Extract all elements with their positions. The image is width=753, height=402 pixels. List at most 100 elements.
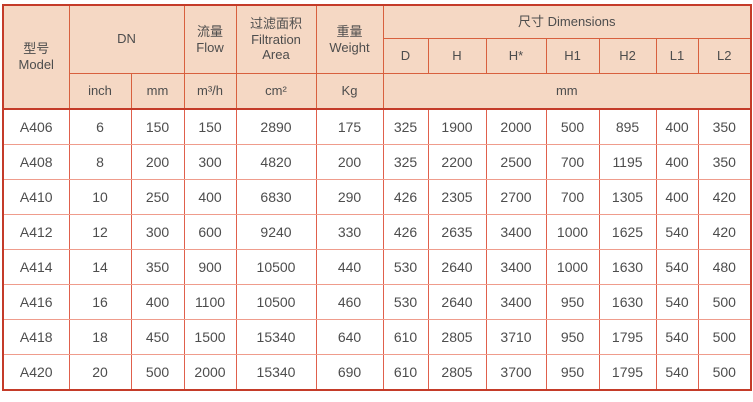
dim-h2-cell: 1625 <box>598 214 657 250</box>
dn-inch-cell: 16 <box>68 284 132 320</box>
dim-l2-cell: 480 <box>697 249 752 285</box>
table-row: A420 20 500 2000 15340 690 610 2805 3700 950 1795 5… <box>2 354 752 391</box>
dim-d-cell: 426 <box>382 179 429 215</box>
header-dim-h2: H2 <box>598 38 657 74</box>
header-flow: 流量 Flow <box>183 4 237 74</box>
dn-inch-cell: 14 <box>68 249 132 285</box>
dim-h2-cell: 1305 <box>598 179 657 215</box>
header-dim-h1: H1 <box>545 38 600 74</box>
header-dim-l1: L1 <box>655 38 699 74</box>
weight-cell: 330 <box>315 214 384 250</box>
dn-mm-cell: 200 <box>130 144 185 180</box>
dim-h-star-cell: 3700 <box>485 354 547 391</box>
dim-h-star-cell: 3400 <box>485 249 547 285</box>
flow-cell: 2000 <box>183 354 237 391</box>
dim-l1-cell: 400 <box>655 108 699 145</box>
header-weight: 重量 Weight <box>315 4 384 74</box>
dim-h-cell: 2805 <box>427 319 487 355</box>
header-weight-cn: 重量 <box>336 23 363 39</box>
dn-inch-cell: 8 <box>68 144 132 180</box>
dim-h-star-cell: 3710 <box>485 319 547 355</box>
model-cell: A414 <box>2 249 70 285</box>
flow-cell: 300 <box>183 144 237 180</box>
header-dimensions: 尺寸 Dimensions <box>382 4 752 39</box>
dim-l2-cell: 350 <box>697 144 752 180</box>
dim-h1-cell: 1000 <box>545 249 600 285</box>
header-model: 型号 Model <box>2 4 70 110</box>
table-row: A414 14 350 900 10500 440 530 2640 3400 1000 1630 5… <box>2 249 752 285</box>
dim-h-cell: 2305 <box>427 179 487 215</box>
header-dn: DN <box>68 4 185 74</box>
dim-h-cell: 2200 <box>427 144 487 180</box>
dim-d-cell: 426 <box>382 214 429 250</box>
header-dim-l2: L2 <box>697 38 752 74</box>
area-cell: 10500 <box>235 249 317 285</box>
flow-cell: 1100 <box>183 284 237 320</box>
dn-inch-cell: 20 <box>68 354 132 391</box>
header-model-en: Model <box>18 57 54 72</box>
model-cell: A410 <box>2 179 70 215</box>
dim-h2-cell: 1195 <box>598 144 657 180</box>
dim-h1-cell: 1000 <box>545 214 600 250</box>
model-cell: A412 <box>2 214 70 250</box>
weight-cell: 690 <box>315 354 384 391</box>
dn-mm-cell: 300 <box>130 214 185 250</box>
dim-l1-cell: 540 <box>655 249 699 285</box>
model-cell: A416 <box>2 284 70 320</box>
dn-inch-cell: 18 <box>68 319 132 355</box>
dim-h-cell: 2635 <box>427 214 487 250</box>
dn-mm-cell: 400 <box>130 284 185 320</box>
dim-d-cell: 530 <box>382 249 429 285</box>
model-cell: A408 <box>2 144 70 180</box>
dim-h-star-cell: 3400 <box>485 284 547 320</box>
header-dim-d: D <box>382 38 429 74</box>
dim-l1-cell: 400 <box>655 179 699 215</box>
table-header: 型号 Model DN 流量 Flow 过滤面积 Filtration Area… <box>2 4 752 110</box>
area-cell: 10500 <box>235 284 317 320</box>
dn-mm-cell: 350 <box>130 249 185 285</box>
area-cell: 15340 <box>235 319 317 355</box>
weight-cell: 290 <box>315 179 384 215</box>
dim-h2-cell: 1630 <box>598 284 657 320</box>
table-row: A408 8 200 300 4820 200 325 2200 2500 700 1195 400 3… <box>2 144 752 180</box>
header-weight-en: Weight <box>329 39 370 55</box>
dim-h1-cell: 500 <box>545 108 600 145</box>
unit-weight: Kg <box>315 73 384 110</box>
dim-h2-cell: 1630 <box>598 249 657 285</box>
area-cell: 15340 <box>235 354 317 391</box>
model-cell: A406 <box>2 108 70 145</box>
dim-h-cell: 2640 <box>427 284 487 320</box>
flow-cell: 150 <box>183 108 237 145</box>
header-flow-cn: 流量 <box>196 23 223 39</box>
dim-h-star-cell: 3400 <box>485 214 547 250</box>
model-cell: A418 <box>2 319 70 355</box>
header-model-cn: 型号 <box>23 41 50 57</box>
table-row: A406 6 150 150 2890 175 325 1900 2000 500 895 400 35… <box>2 108 752 145</box>
dim-l1-cell: 540 <box>655 354 699 391</box>
unit-flow: m³/h <box>183 73 237 110</box>
area-cell: 9240 <box>235 214 317 250</box>
model-cell: A420 <box>2 354 70 391</box>
flow-cell: 600 <box>183 214 237 250</box>
header-row-1: 型号 Model DN 流量 Flow 过滤面积 Filtration Area… <box>2 4 752 110</box>
flow-cell: 400 <box>183 179 237 215</box>
dim-h2-cell: 1795 <box>598 354 657 391</box>
dim-l2-cell: 500 <box>697 284 752 320</box>
dim-d-cell: 610 <box>382 354 429 391</box>
dim-h1-cell: 950 <box>545 319 600 355</box>
table-row: A418 18 450 1500 15340 640 610 2805 3710 950 1795 5… <box>2 319 752 355</box>
dim-h-cell: 1900 <box>427 108 487 145</box>
dim-l2-cell: 350 <box>697 108 752 145</box>
weight-cell: 200 <box>315 144 384 180</box>
table-row: A412 12 300 600 9240 330 426 2635 3400 1000 1625 54… <box>2 214 752 250</box>
dim-d-cell: 610 <box>382 319 429 355</box>
dn-mm-cell: 500 <box>130 354 185 391</box>
weight-cell: 640 <box>315 319 384 355</box>
dim-l1-cell: 540 <box>655 319 699 355</box>
header-row-units: inch mm m³/h cm² Kg mm <box>3 73 752 110</box>
flow-cell: 900 <box>183 249 237 285</box>
dim-h2-cell: 895 <box>598 108 657 145</box>
header-flow-en: Flow <box>196 39 224 55</box>
dim-h-star-cell: 2500 <box>485 144 547 180</box>
